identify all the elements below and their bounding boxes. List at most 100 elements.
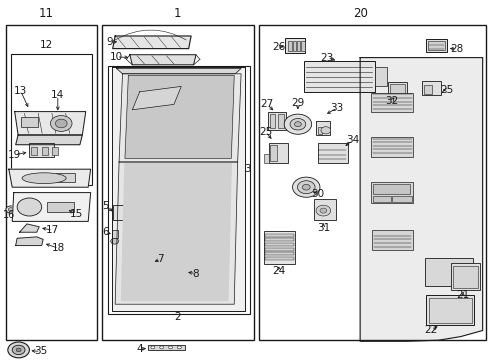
Text: 27: 27 <box>260 99 274 109</box>
Bar <box>288 41 292 51</box>
Bar <box>388 82 407 95</box>
Polygon shape <box>115 162 238 304</box>
Polygon shape <box>130 55 196 65</box>
Bar <box>371 93 413 112</box>
Circle shape <box>111 238 119 244</box>
Circle shape <box>8 342 29 358</box>
Bar <box>371 182 413 203</box>
Text: 3: 3 <box>244 164 251 174</box>
Text: 7: 7 <box>157 254 164 264</box>
Bar <box>390 84 405 94</box>
Bar <box>318 143 348 163</box>
Bar <box>264 154 269 163</box>
Circle shape <box>140 260 149 267</box>
Bar <box>278 114 284 128</box>
Text: 13: 13 <box>14 86 27 96</box>
Bar <box>428 41 445 50</box>
Text: 1: 1 <box>174 7 182 20</box>
Text: 33: 33 <box>330 103 344 113</box>
Bar <box>372 230 413 250</box>
Circle shape <box>297 181 315 194</box>
Bar <box>375 67 387 86</box>
Text: 6: 6 <box>102 227 109 237</box>
Polygon shape <box>16 237 43 246</box>
Circle shape <box>12 345 25 355</box>
Bar <box>259 25 486 340</box>
Text: 24: 24 <box>272 266 286 276</box>
Circle shape <box>8 208 13 211</box>
Text: 15: 15 <box>69 209 83 219</box>
Circle shape <box>50 116 72 131</box>
Text: 21: 21 <box>456 290 470 300</box>
Circle shape <box>160 346 164 349</box>
Bar <box>31 147 37 155</box>
Bar <box>265 238 294 241</box>
Circle shape <box>142 262 147 265</box>
Polygon shape <box>16 135 82 145</box>
Text: 17: 17 <box>46 225 60 235</box>
Bar <box>113 205 136 220</box>
Bar <box>112 230 118 238</box>
Bar <box>425 258 473 286</box>
Text: 14: 14 <box>51 90 65 100</box>
Text: 16: 16 <box>3 210 15 220</box>
Text: 2: 2 <box>174 312 181 322</box>
Bar <box>426 39 447 52</box>
Polygon shape <box>113 36 191 49</box>
Circle shape <box>169 346 172 349</box>
Polygon shape <box>20 224 39 232</box>
Bar <box>148 345 185 350</box>
Bar <box>451 263 480 290</box>
Text: 19: 19 <box>8 150 22 160</box>
Bar <box>373 184 410 194</box>
Circle shape <box>177 346 181 349</box>
Bar <box>314 199 336 220</box>
Text: 22: 22 <box>424 325 438 336</box>
Bar <box>265 252 294 255</box>
Bar <box>265 243 294 246</box>
Bar <box>269 143 288 163</box>
Circle shape <box>290 118 306 130</box>
Bar <box>170 268 178 274</box>
Circle shape <box>17 198 42 216</box>
Text: 4: 4 <box>136 344 143 354</box>
Polygon shape <box>117 68 241 74</box>
Bar <box>316 121 330 135</box>
Bar <box>318 127 322 134</box>
Circle shape <box>148 264 158 271</box>
Text: 23: 23 <box>320 53 334 63</box>
Bar <box>11 54 92 185</box>
Bar <box>429 298 472 323</box>
Bar <box>29 143 54 157</box>
Text: 35: 35 <box>34 346 48 356</box>
Bar <box>52 147 58 155</box>
Bar <box>373 196 391 202</box>
Bar <box>301 41 305 51</box>
Circle shape <box>6 206 16 213</box>
Bar <box>268 112 286 130</box>
Bar <box>21 117 38 127</box>
Text: 9: 9 <box>106 37 113 48</box>
Bar <box>56 173 75 182</box>
Bar <box>181 271 189 276</box>
Polygon shape <box>12 193 91 221</box>
Bar <box>426 295 474 325</box>
Bar <box>297 41 300 51</box>
Circle shape <box>293 177 320 197</box>
Circle shape <box>302 184 310 190</box>
Text: 31: 31 <box>317 222 330 233</box>
Circle shape <box>131 256 141 263</box>
Circle shape <box>172 269 176 273</box>
Bar <box>265 234 294 237</box>
Bar <box>422 81 441 95</box>
Polygon shape <box>132 86 181 110</box>
Bar <box>265 248 294 251</box>
Polygon shape <box>119 74 241 162</box>
Text: 18: 18 <box>52 243 66 253</box>
Bar <box>293 41 296 51</box>
Text: 12: 12 <box>40 40 53 50</box>
Bar <box>42 147 48 155</box>
Text: 25: 25 <box>259 127 272 137</box>
Bar <box>265 257 294 260</box>
Bar <box>424 85 432 94</box>
